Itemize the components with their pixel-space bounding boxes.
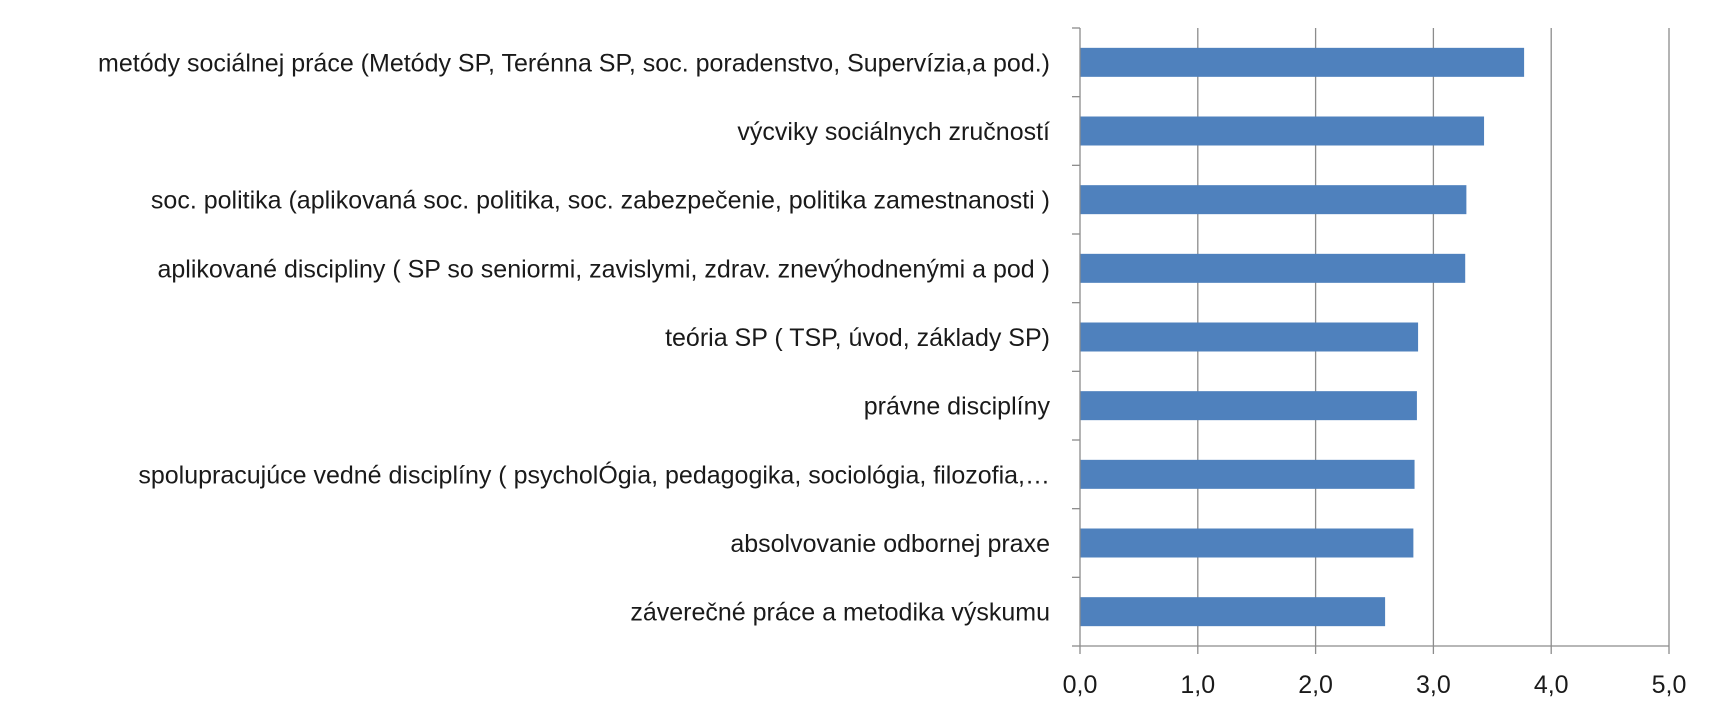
category-label: záverečné práce a metodika výskumu [630, 599, 1050, 627]
category-labels: metódy sociálnej práce (Metódy SP, Terén… [98, 49, 1050, 626]
category-axis [1072, 27, 1670, 654]
bar [1080, 185, 1467, 215]
bar [1080, 391, 1417, 421]
category-label: výcviky sociálnych zručností [737, 118, 1050, 146]
bars [1080, 47, 1525, 627]
x-tick-label: 2,0 [1298, 671, 1333, 699]
category-label: spolupracujúce vedné disciplíny ( psycho… [138, 460, 1050, 489]
x-tick-label: 4,0 [1534, 671, 1569, 699]
bar [1080, 47, 1525, 77]
x-tick-label: 3,0 [1416, 671, 1451, 699]
value-axis-ticks: 0,0 1,0 2,0 3,0 4,0 5,0 [1063, 671, 1687, 699]
category-label: soc. politika (aplikovaná soc. politika,… [151, 187, 1050, 215]
category-label: absolvovanie odbornej praxe [730, 530, 1050, 558]
bar [1080, 322, 1419, 352]
bar [1080, 459, 1415, 489]
bar [1080, 528, 1414, 558]
category-label: právne disciplíny [864, 393, 1051, 421]
x-tick-label: 5,0 [1652, 671, 1687, 699]
category-label: teória SP ( TSP, úvod, základy SP) [665, 324, 1050, 352]
x-tick-label: 0,0 [1063, 671, 1098, 699]
category-label: metódy sociálnej práce (Metódy SP, Terén… [98, 49, 1050, 77]
bar [1080, 253, 1466, 283]
bar [1080, 116, 1485, 146]
category-label: aplikované discipliny ( SP so seniormi, … [157, 255, 1050, 283]
bar [1080, 597, 1386, 627]
x-tick-label: 1,0 [1180, 671, 1215, 699]
